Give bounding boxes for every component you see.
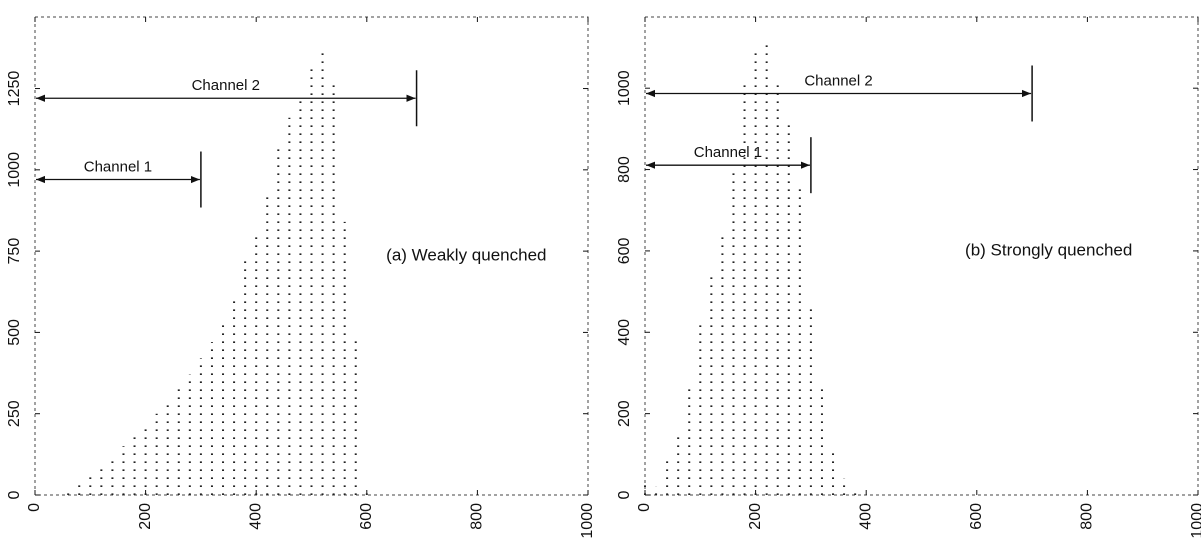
plot-frame <box>34 16 589 496</box>
y-tick-label: 1000 <box>6 152 23 188</box>
x-tick-label: 400 <box>247 503 264 530</box>
x-tick-label: 1000 <box>579 503 596 539</box>
x-tick-label: 600 <box>968 503 985 530</box>
y-tick-label: 750 <box>6 238 23 265</box>
y-tick-label: 250 <box>6 400 23 427</box>
panel-annotation: (a) Weakly quenched <box>386 245 546 264</box>
y-tick-label: 600 <box>616 237 633 264</box>
x-tick-label: 600 <box>358 503 375 530</box>
y-tick-label: 200 <box>616 400 633 427</box>
x-tick-label: 1000 <box>1189 503 1201 539</box>
panel-annotation: (b) Strongly quenched <box>965 241 1132 260</box>
y-tick-label: 400 <box>616 319 633 346</box>
x-tick-label: 800 <box>1079 503 1096 530</box>
x-tick-label: 200 <box>747 503 764 530</box>
channel-label: Channel 1 <box>694 144 762 161</box>
x-tick-label: 0 <box>26 503 43 512</box>
channel-label: Channel 2 <box>192 77 260 94</box>
y-tick-label: 800 <box>616 156 633 183</box>
x-tick-label: 800 <box>469 503 486 530</box>
x-tick-label: 400 <box>857 503 874 530</box>
y-tick-label: 0 <box>616 490 633 499</box>
y-tick-label: 500 <box>6 319 23 346</box>
y-tick-label: 0 <box>6 490 23 499</box>
plot-frame <box>644 16 1199 496</box>
y-tick-label: 1250 <box>6 71 23 107</box>
channel-label: Channel 1 <box>84 158 152 175</box>
x-tick-label: 0 <box>636 503 653 512</box>
y-tick-label: 1000 <box>616 70 633 106</box>
channel-label: Channel 2 <box>804 72 872 89</box>
x-tick-label: 200 <box>137 503 154 530</box>
